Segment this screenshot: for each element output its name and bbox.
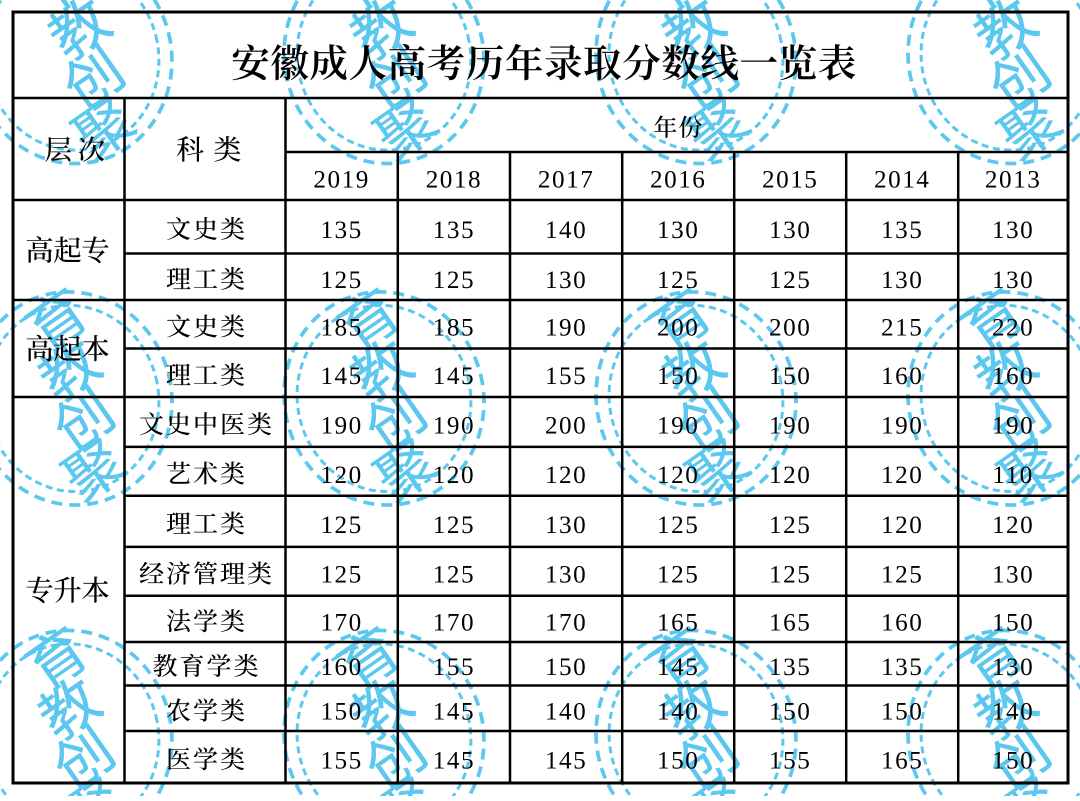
svg-text:130: 130 (545, 512, 587, 539)
svg-text:200: 200 (769, 315, 811, 342)
svg-text:150: 150 (545, 654, 587, 681)
svg-text:135: 135 (881, 654, 923, 681)
svg-text:160: 160 (992, 363, 1034, 390)
svg-text:130: 130 (657, 217, 699, 244)
svg-text:125: 125 (657, 562, 699, 589)
svg-text:125: 125 (320, 512, 362, 539)
svg-text:145: 145 (433, 747, 475, 774)
svg-text:140: 140 (545, 699, 587, 726)
svg-text:150: 150 (320, 699, 362, 726)
svg-text:170: 170 (433, 609, 475, 636)
svg-text:185: 185 (433, 315, 475, 342)
svg-text:125: 125 (433, 512, 475, 539)
svg-text:2016: 2016 (650, 166, 706, 193)
svg-text:140: 140 (545, 217, 587, 244)
svg-text:125: 125 (769, 562, 811, 589)
svg-text:145: 145 (433, 699, 475, 726)
svg-text:190: 190 (992, 412, 1034, 439)
svg-text:130: 130 (881, 267, 923, 294)
svg-text:125: 125 (433, 267, 475, 294)
svg-text:2017: 2017 (538, 166, 594, 193)
svg-text:120: 120 (657, 462, 699, 489)
svg-text:165: 165 (769, 609, 811, 636)
svg-text:145: 145 (545, 747, 587, 774)
svg-text:190: 190 (320, 412, 362, 439)
svg-text:2019: 2019 (313, 166, 369, 193)
svg-text:125: 125 (320, 267, 362, 294)
svg-text:150: 150 (992, 609, 1034, 636)
svg-text:130: 130 (992, 654, 1034, 681)
svg-text:220: 220 (992, 315, 1034, 342)
svg-text:150: 150 (992, 747, 1034, 774)
svg-text:125: 125 (320, 562, 362, 589)
svg-text:110: 110 (992, 462, 1033, 489)
svg-text:125: 125 (769, 512, 811, 539)
svg-text:150: 150 (657, 363, 699, 390)
svg-text:2013: 2013 (985, 166, 1041, 193)
svg-text:165: 165 (881, 747, 923, 774)
svg-text:125: 125 (433, 562, 475, 589)
svg-text:215: 215 (881, 315, 923, 342)
svg-text:160: 160 (881, 363, 923, 390)
svg-text:135: 135 (769, 654, 811, 681)
svg-text:130: 130 (769, 217, 811, 244)
svg-text:120: 120 (433, 462, 475, 489)
svg-text:155: 155 (320, 747, 362, 774)
svg-text:140: 140 (992, 699, 1034, 726)
svg-text:190: 190 (881, 412, 923, 439)
svg-text:185: 185 (320, 315, 362, 342)
svg-text:130: 130 (992, 217, 1034, 244)
svg-text:130: 130 (545, 267, 587, 294)
svg-text:2014: 2014 (874, 166, 930, 193)
svg-text:155: 155 (433, 654, 475, 681)
svg-text:130: 130 (545, 562, 587, 589)
svg-text:125: 125 (769, 267, 811, 294)
svg-text:150: 150 (769, 699, 811, 726)
svg-text:140: 140 (657, 699, 699, 726)
svg-text:125: 125 (881, 562, 923, 589)
svg-text:145: 145 (433, 363, 475, 390)
svg-text:120: 120 (320, 462, 362, 489)
svg-text:125: 125 (657, 512, 699, 539)
svg-text:190: 190 (433, 412, 475, 439)
svg-text:170: 170 (320, 609, 362, 636)
svg-text:150: 150 (881, 699, 923, 726)
svg-text:135: 135 (433, 217, 475, 244)
svg-text:160: 160 (881, 609, 923, 636)
svg-text:160: 160 (320, 654, 362, 681)
svg-text:135: 135 (320, 217, 362, 244)
svg-text:2015: 2015 (762, 166, 818, 193)
svg-text:155: 155 (545, 363, 587, 390)
svg-text:120: 120 (881, 462, 923, 489)
svg-text:120: 120 (545, 462, 587, 489)
svg-text:135: 135 (881, 217, 923, 244)
svg-text:150: 150 (657, 747, 699, 774)
svg-text:2018: 2018 (426, 166, 482, 193)
svg-text:190: 190 (657, 412, 699, 439)
svg-text:120: 120 (992, 512, 1034, 539)
svg-text:190: 190 (545, 315, 587, 342)
svg-text:120: 120 (769, 462, 811, 489)
svg-text:200: 200 (545, 412, 587, 439)
svg-text:130: 130 (992, 267, 1034, 294)
svg-text:200: 200 (657, 315, 699, 342)
svg-text:130: 130 (992, 562, 1034, 589)
svg-text:145: 145 (657, 654, 699, 681)
svg-text:145: 145 (320, 363, 362, 390)
svg-text:150: 150 (769, 363, 811, 390)
svg-text:170: 170 (545, 609, 587, 636)
svg-text:165: 165 (657, 609, 699, 636)
svg-text:190: 190 (769, 412, 811, 439)
svg-text:155: 155 (769, 747, 811, 774)
svg-text:120: 120 (881, 512, 923, 539)
svg-text:125: 125 (657, 267, 699, 294)
